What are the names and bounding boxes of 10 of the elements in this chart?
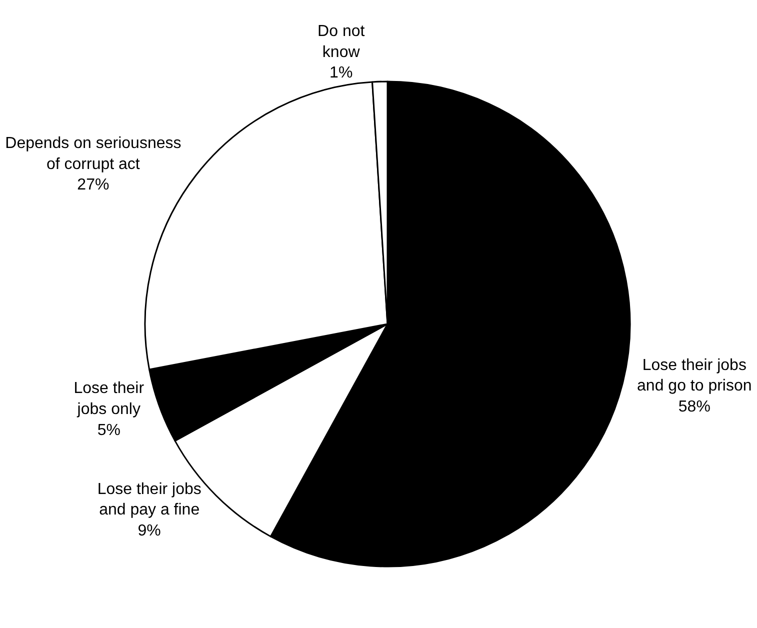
data-label: 5%: [97, 422, 120, 439]
data-label: 27%: [77, 176, 110, 194]
data-label: 58%: [678, 398, 710, 416]
data-label: 1%: [330, 64, 353, 82]
slice-label: Do not know: [318, 23, 366, 61]
slice-label: Lose their jobs only: [74, 380, 145, 418]
slice-label: Lose their jobs and pay a fine: [97, 480, 202, 519]
slice-label: Depends on seriousness of corrupt act: [5, 135, 182, 173]
slice-label: Lose their jobs and go to prison: [637, 356, 752, 395]
data-label: 9%: [138, 522, 161, 540]
